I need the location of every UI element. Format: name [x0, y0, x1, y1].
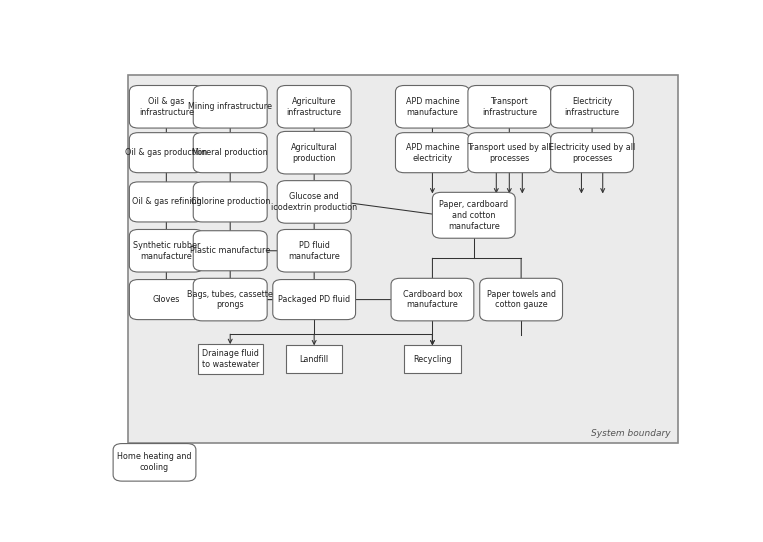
FancyBboxPatch shape — [130, 86, 203, 128]
Text: Glucose and
icodextrin production: Glucose and icodextrin production — [271, 192, 357, 212]
Text: Plastic manufacture: Plastic manufacture — [190, 246, 270, 255]
FancyBboxPatch shape — [468, 86, 551, 128]
Text: APD machine
electricity: APD machine electricity — [406, 143, 459, 163]
Text: Packaged PD fluid: Packaged PD fluid — [278, 295, 350, 304]
FancyBboxPatch shape — [193, 278, 267, 321]
Text: Landfill: Landfill — [300, 355, 329, 364]
Text: Chlorine production: Chlorine production — [191, 197, 270, 207]
FancyBboxPatch shape — [113, 443, 196, 481]
FancyBboxPatch shape — [286, 345, 343, 373]
Text: System boundary: System boundary — [591, 429, 671, 438]
FancyBboxPatch shape — [130, 182, 203, 222]
Text: Cardboard box
manufacture: Cardboard box manufacture — [403, 290, 462, 309]
Text: Synthetic rubber
manufacture: Synthetic rubber manufacture — [133, 241, 200, 261]
Text: Agricultural
production: Agricultural production — [291, 143, 337, 163]
Text: Oil & gas refining: Oil & gas refining — [131, 197, 201, 207]
FancyBboxPatch shape — [193, 86, 267, 128]
Text: Oil & gas production: Oil & gas production — [125, 148, 208, 157]
Text: PD fluid
manufacture: PD fluid manufacture — [288, 241, 340, 261]
Text: Paper, cardboard
and cotton
manufacture: Paper, cardboard and cotton manufacture — [439, 200, 508, 230]
FancyBboxPatch shape — [193, 231, 267, 271]
FancyBboxPatch shape — [128, 75, 678, 443]
Text: Transport
infrastructure: Transport infrastructure — [481, 97, 537, 117]
Text: Oil & gas
infrastructure: Oil & gas infrastructure — [139, 97, 194, 117]
FancyBboxPatch shape — [130, 229, 203, 272]
Text: Bags, tubes, cassette
prongs: Bags, tubes, cassette prongs — [187, 290, 273, 309]
FancyBboxPatch shape — [404, 345, 461, 373]
Text: Agriculture
infrastructure: Agriculture infrastructure — [287, 97, 342, 117]
Text: Transport used by all
processes: Transport used by all processes — [468, 143, 551, 163]
FancyBboxPatch shape — [193, 133, 267, 173]
Text: Recycling: Recycling — [414, 355, 452, 364]
Text: Mining infrastructure: Mining infrastructure — [188, 102, 272, 111]
FancyBboxPatch shape — [480, 278, 562, 321]
FancyBboxPatch shape — [277, 229, 351, 272]
FancyBboxPatch shape — [433, 192, 515, 238]
FancyBboxPatch shape — [273, 280, 356, 320]
FancyBboxPatch shape — [391, 278, 474, 321]
FancyBboxPatch shape — [277, 131, 351, 174]
Text: Electricity
infrastructure: Electricity infrastructure — [565, 97, 620, 117]
FancyBboxPatch shape — [551, 86, 633, 128]
FancyBboxPatch shape — [277, 86, 351, 128]
Text: APD machine
manufacture: APD machine manufacture — [406, 97, 459, 117]
FancyBboxPatch shape — [277, 180, 351, 223]
FancyBboxPatch shape — [395, 86, 469, 128]
Text: Drainage fluid
to wastewater: Drainage fluid to wastewater — [201, 350, 259, 369]
FancyBboxPatch shape — [130, 133, 203, 173]
Text: Home heating and
cooling: Home heating and cooling — [118, 453, 192, 472]
Text: Electricity used by all
processes: Electricity used by all processes — [549, 143, 636, 163]
FancyBboxPatch shape — [551, 133, 633, 173]
FancyBboxPatch shape — [468, 133, 551, 173]
FancyBboxPatch shape — [395, 133, 469, 173]
Text: Gloves: Gloves — [153, 295, 180, 304]
Text: Paper towels and
cotton gauze: Paper towels and cotton gauze — [487, 290, 555, 309]
FancyBboxPatch shape — [198, 344, 262, 375]
FancyBboxPatch shape — [130, 280, 203, 320]
Text: Mineral production: Mineral production — [192, 148, 268, 157]
FancyBboxPatch shape — [193, 182, 267, 222]
